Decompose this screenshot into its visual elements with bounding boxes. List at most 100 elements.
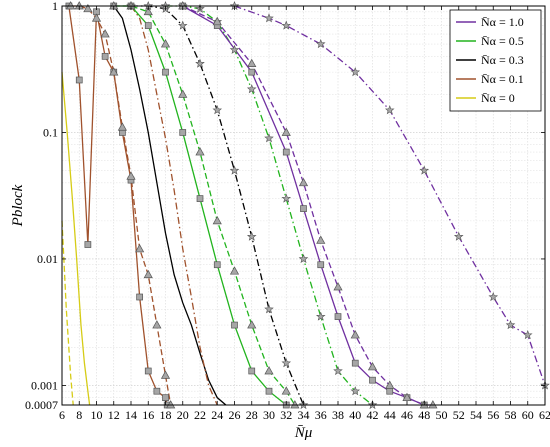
data-point-triangle bbox=[350, 330, 360, 339]
data-point-star bbox=[333, 365, 343, 376]
data-point-star bbox=[281, 358, 292, 368]
data-point-star bbox=[315, 311, 326, 321]
x-axis-ticks: 6 8 10 12 14 16 18 20 22 24 26 28 30 32 34 36 38 40 42 44 46… bbox=[59, 6, 550, 422]
data-point-triangle bbox=[428, 400, 438, 409]
data-point-triangle bbox=[117, 122, 127, 131]
data-point-triangle bbox=[316, 235, 326, 244]
data-point-square bbox=[386, 387, 394, 395]
data-point-square bbox=[84, 241, 92, 248]
data-point-triangle bbox=[135, 244, 145, 253]
x-tick-label: 44 bbox=[384, 408, 396, 422]
data-point-square bbox=[231, 321, 238, 329]
x-tick-label: 56 bbox=[487, 408, 499, 422]
data-point-triangle bbox=[247, 320, 257, 329]
data-point-star bbox=[195, 58, 205, 68]
x-tick-label: 32 bbox=[280, 408, 292, 422]
data-point-square bbox=[136, 293, 143, 301]
x-tick-label: 14 bbox=[125, 408, 137, 422]
x-tick-label: 26 bbox=[229, 408, 241, 422]
data-point-square bbox=[213, 261, 221, 269]
data-point-square bbox=[179, 129, 187, 136]
data-point-triangle bbox=[281, 127, 291, 136]
data-point-star bbox=[264, 13, 274, 23]
x-tick-label: 16 bbox=[142, 408, 154, 422]
data-point-triangle bbox=[100, 29, 110, 38]
data-point-triangle bbox=[160, 370, 171, 379]
x-tick-label: 58 bbox=[505, 408, 517, 422]
data-point-square bbox=[75, 76, 83, 84]
series-line-4 bbox=[113, 5, 227, 406]
data-point-square bbox=[351, 359, 359, 367]
data-point-triangle bbox=[83, 3, 93, 13]
x-tick-label: 54 bbox=[470, 408, 482, 422]
x-tick-label: 10 bbox=[91, 408, 103, 422]
legend-label: N̄α = 0.3 bbox=[481, 53, 524, 67]
data-point-star bbox=[281, 20, 292, 30]
legend-label: N̄α = 0.1 bbox=[481, 72, 524, 86]
data-point-triangle bbox=[166, 400, 176, 409]
data-point-square bbox=[162, 394, 169, 402]
data-point-triangle bbox=[247, 58, 257, 68]
data-point-triangle bbox=[385, 380, 395, 389]
x-tick-label: 52 bbox=[453, 408, 465, 422]
y-tick-label: 0.0007 bbox=[25, 398, 58, 412]
data-point-star bbox=[246, 84, 257, 94]
data-point-triangle bbox=[212, 16, 222, 26]
data-point-square bbox=[196, 195, 204, 202]
x-tick-label: 8 bbox=[76, 408, 82, 422]
data-point-star bbox=[246, 231, 257, 241]
data-point-star bbox=[212, 105, 223, 115]
data-point-triangle bbox=[229, 266, 240, 275]
x-tick-label: 40 bbox=[349, 408, 361, 422]
data-point-star bbox=[229, 44, 240, 54]
data-point-star bbox=[264, 133, 274, 143]
x-tick-label: 38 bbox=[332, 408, 344, 422]
x-tick-label: 36 bbox=[315, 408, 327, 422]
data-point-star bbox=[505, 320, 516, 330]
data-point-square bbox=[300, 205, 307, 212]
x-tick-label: 24 bbox=[211, 408, 223, 422]
data-point-triangle bbox=[367, 362, 378, 371]
x-tick-label: 46 bbox=[401, 408, 413, 422]
data-point-star bbox=[315, 39, 326, 49]
data-point-triangle bbox=[178, 89, 188, 98]
y-axis-ticks: 1 0.1 0.01 0.001 0.0007 bbox=[25, 0, 545, 412]
series-line-7 bbox=[113, 5, 296, 406]
data-point-star bbox=[453, 231, 464, 241]
data-point-triangle bbox=[195, 147, 205, 156]
x-tick-label: 42 bbox=[367, 408, 379, 422]
data-point-triangle bbox=[212, 215, 222, 225]
legend: N̄α = 1.0 N̄α = 0.5 N̄α = 0.3 N̄α = 0.1 N̄α … bbox=[449, 9, 542, 112]
x-tick-label: 62 bbox=[539, 408, 550, 422]
data-point-star bbox=[419, 165, 430, 175]
data-point-triangle bbox=[281, 386, 291, 395]
data-point-square bbox=[369, 376, 376, 384]
series-line-1 bbox=[61, 220, 74, 406]
data-point-square bbox=[144, 367, 152, 375]
series-line-12 bbox=[234, 5, 546, 386]
data-point-square bbox=[282, 148, 290, 156]
data-point-triangle bbox=[160, 39, 171, 48]
y-tick-label: 1 bbox=[52, 0, 58, 13]
x-tick-label: 12 bbox=[108, 408, 120, 422]
legend-label: N̄α = 0 bbox=[481, 91, 515, 105]
x-tick-label: 30 bbox=[263, 408, 275, 422]
x-tick-label: 22 bbox=[194, 408, 206, 422]
y-tick-label: 0.1 bbox=[43, 125, 58, 139]
data-point-star bbox=[350, 67, 361, 77]
legend-label: N̄α = 1.0 bbox=[481, 15, 524, 29]
data-point-triangle bbox=[126, 171, 136, 180]
data-point-square bbox=[153, 387, 161, 395]
data-point-star bbox=[281, 193, 292, 203]
x-axis-label: N̄μ bbox=[294, 425, 313, 441]
data-point-square bbox=[265, 387, 273, 395]
data-point-triangle bbox=[290, 400, 300, 409]
data-point-triangle bbox=[91, 13, 102, 22]
y-tick-label: 0.001 bbox=[31, 378, 58, 392]
data-point-star bbox=[229, 165, 240, 175]
data-point-star bbox=[298, 253, 309, 264]
data-point-triangle bbox=[109, 67, 119, 76]
data-point-triangle bbox=[333, 282, 343, 291]
data-point-triangle bbox=[402, 392, 412, 402]
